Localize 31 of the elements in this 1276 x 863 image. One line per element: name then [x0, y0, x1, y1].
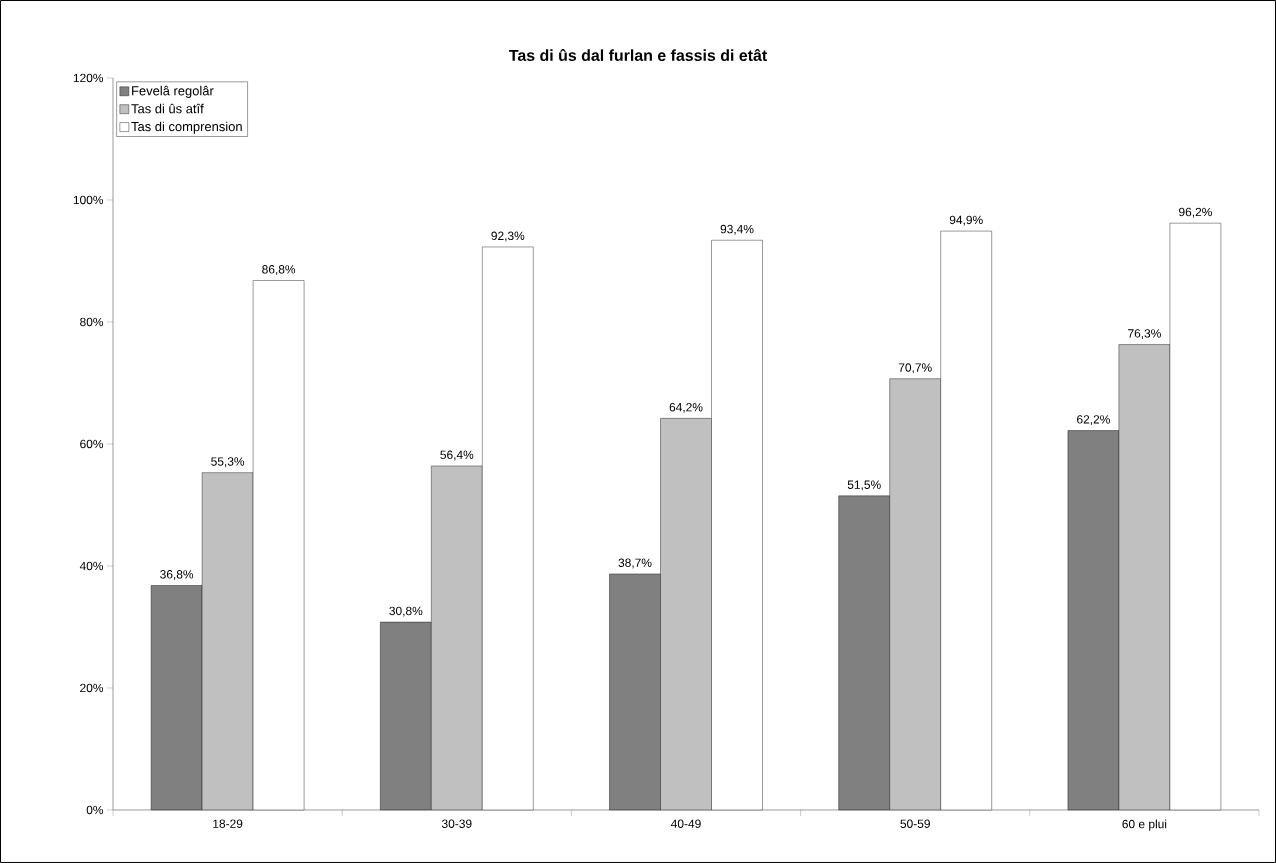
data-label: 30,8% — [389, 606, 423, 617]
data-label: 76,3% — [1128, 329, 1161, 340]
y-tick-label: 0% — [86, 805, 104, 815]
data-label: 64,2% — [669, 402, 703, 413]
chart-title: Tas di ûs dal furlan e fassis di etât — [508, 48, 767, 62]
data-label: 56,4% — [440, 450, 474, 461]
x-tick-label: 30-39 — [441, 819, 472, 828]
data-label: 55,3% — [211, 457, 245, 468]
data-label: 94,9% — [949, 215, 983, 226]
x-tick-label: 60 e plui — [1122, 819, 1167, 831]
legend-label: Tas di comprension — [131, 121, 242, 134]
data-label: 36,8% — [160, 570, 194, 580]
y-tick-label: 40% — [79, 561, 104, 571]
x-tick-label: 50-59 — [900, 819, 930, 828]
y-tick-label: 120% — [73, 73, 104, 83]
data-label: 93,4% — [720, 224, 754, 235]
x-tick-label: 40-49 — [671, 819, 701, 828]
data-label: 92,3% — [491, 231, 525, 242]
y-tick-label: 100% — [73, 195, 104, 205]
data-label: 96,2% — [1179, 207, 1212, 218]
x-tick-label: 18-29 — [213, 819, 243, 828]
data-label: 51,5% — [847, 480, 881, 491]
y-tick-label: 60% — [80, 439, 104, 449]
data-label: 86,8% — [262, 265, 296, 275]
data-label: 38,7% — [618, 558, 652, 569]
data-label: 62,2% — [1077, 415, 1110, 426]
y-tick-label: 20% — [80, 683, 104, 693]
legend-label: Tas di ûs atîf — [131, 103, 204, 114]
y-tick-label: 80% — [80, 317, 104, 327]
data-label: 70,7% — [898, 363, 932, 374]
legend-label: Fevelâ regolâr — [132, 85, 214, 98]
